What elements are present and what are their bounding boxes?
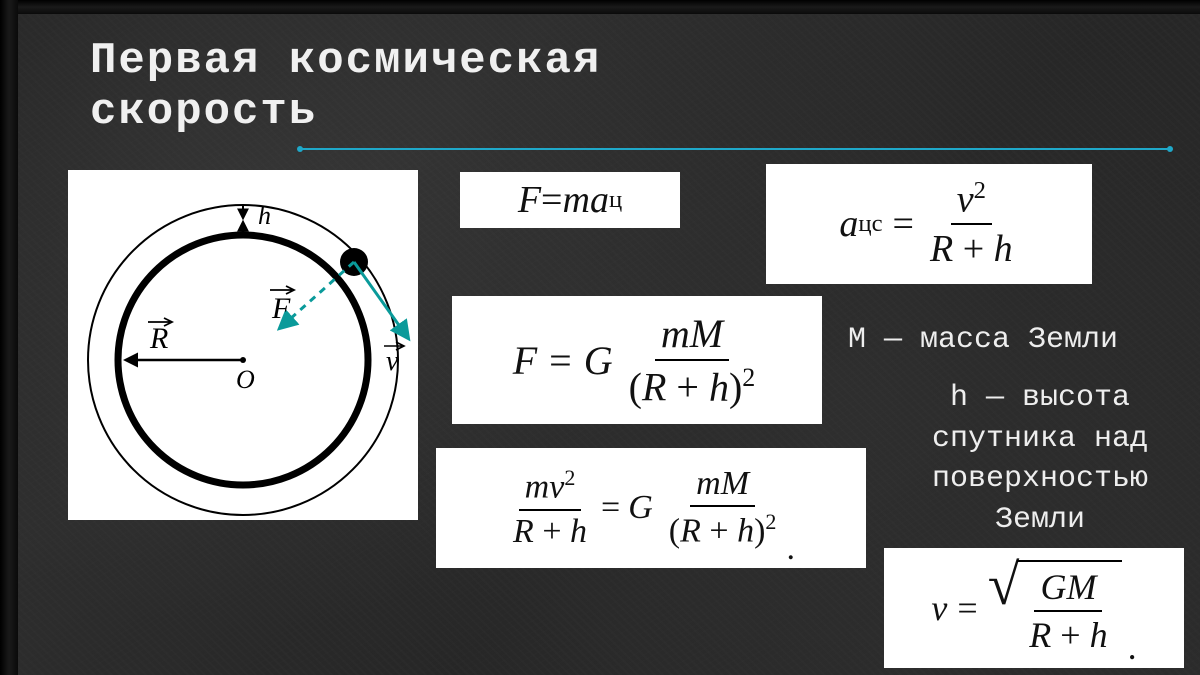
eq3-M: M	[690, 311, 723, 356]
eq1-a: a	[590, 178, 609, 222]
eq3-G: G	[584, 337, 613, 384]
eq5-dot: .	[1128, 626, 1137, 668]
eq5-plus: +	[1051, 615, 1089, 655]
eq4-rpo: (	[669, 513, 680, 550]
svg-text:F: F	[271, 292, 291, 325]
formula-gravitation: F = G mM (R + h)2	[452, 296, 822, 424]
eq3-frac: mM (R + h)2	[623, 310, 762, 410]
eq3-plus: +	[666, 364, 709, 409]
frame-top	[0, 0, 1200, 14]
eq4-rh: h	[737, 513, 754, 550]
eq4-lfrac: mv2 R + h	[507, 465, 593, 550]
eq4-rfrac: mM (R + h)2	[663, 465, 783, 550]
eq1-m: m	[562, 178, 589, 222]
eq3-R: R	[642, 364, 666, 409]
legend-h2: спутника над	[932, 422, 1148, 456]
svg-text:R: R	[149, 322, 168, 355]
eq5-v: v	[931, 587, 947, 629]
eq3-pc: )	[729, 364, 742, 409]
legend-mass: M — масса Земли	[848, 320, 1118, 361]
eq3-h: h	[709, 364, 729, 409]
eq4-lexp: 2	[564, 465, 575, 490]
svg-text:h: h	[258, 201, 271, 230]
legend-h4: Земли	[995, 503, 1085, 537]
legend-h3: поверхностью	[932, 462, 1148, 496]
eq4-rM: M	[721, 465, 749, 502]
svg-text:v: v	[386, 346, 399, 377]
eq2-R: R	[930, 228, 953, 270]
formula-newton2: F = m a ц	[460, 172, 680, 228]
eq2-a: a	[839, 202, 858, 246]
legend-mass-text: M — масса Земли	[848, 323, 1118, 357]
eq1-eq: =	[541, 178, 562, 222]
orbit-svg: h R O F v	[68, 170, 418, 520]
eq2-frac: v2 R + h	[924, 177, 1019, 272]
eq3-exp: 2	[742, 363, 755, 392]
eq4-G: G	[628, 489, 653, 527]
eq4-rplus: +	[701, 513, 737, 550]
svg-text:O: O	[236, 365, 255, 394]
eq3-eq: =	[549, 337, 572, 384]
eq4-rpc: )	[754, 513, 765, 550]
eq4-rm: m	[696, 465, 721, 502]
formula-balance: mv2 R + h = G mM (R + h)2 .	[436, 448, 866, 568]
legend-height: h — высота спутника над поверхностью Зем…	[900, 378, 1180, 540]
orbit-diagram: h R O F v	[68, 170, 418, 520]
eq3-F: F	[513, 337, 537, 384]
eq2-plus: +	[953, 228, 993, 270]
eq4-lv: v	[549, 469, 564, 506]
eq2-exp: 2	[974, 177, 986, 204]
radical-icon: √	[988, 560, 1020, 656]
eq3-m: m	[661, 311, 690, 356]
eq5-h: h	[1090, 615, 1108, 655]
title-line-2: скорость	[90, 87, 317, 137]
eq1-F: F	[518, 178, 541, 222]
legend-h1: h — высота	[950, 381, 1130, 415]
eq5-eq: =	[957, 587, 977, 629]
eq2-v: v	[957, 178, 974, 220]
formula-velocity: v = √ GM R + h .	[884, 548, 1184, 668]
formula-centripetal: a цс = v2 R + h	[766, 164, 1092, 284]
slide-title: Первая космическая скорость	[90, 36, 601, 137]
eq4-lh: h	[570, 513, 587, 550]
eq4-dot: .	[786, 530, 795, 568]
title-underline	[300, 148, 1170, 150]
eq1-sub: ц	[609, 186, 622, 214]
eq5-frac: GM R + h	[1023, 566, 1113, 656]
title-line-1: Первая космическая	[90, 36, 601, 86]
eq4-lR: R	[513, 513, 534, 550]
frame-left	[0, 0, 18, 675]
eq2-eq: =	[893, 202, 914, 246]
eq4-eq: =	[601, 489, 620, 527]
eq5-R: R	[1029, 615, 1051, 655]
eq3-po: (	[629, 364, 642, 409]
eq4-lplus: +	[534, 513, 570, 550]
eq4-rexp: 2	[765, 509, 776, 534]
eq5-sqrt: √ GM R + h	[988, 560, 1122, 656]
eq2-h: h	[994, 228, 1013, 270]
eq5-M: M	[1066, 567, 1096, 607]
eq5-G: G	[1040, 567, 1066, 607]
eq4-lm: m	[525, 469, 550, 506]
eq2-sub: цс	[858, 210, 882, 238]
eq4-rR: R	[680, 513, 701, 550]
